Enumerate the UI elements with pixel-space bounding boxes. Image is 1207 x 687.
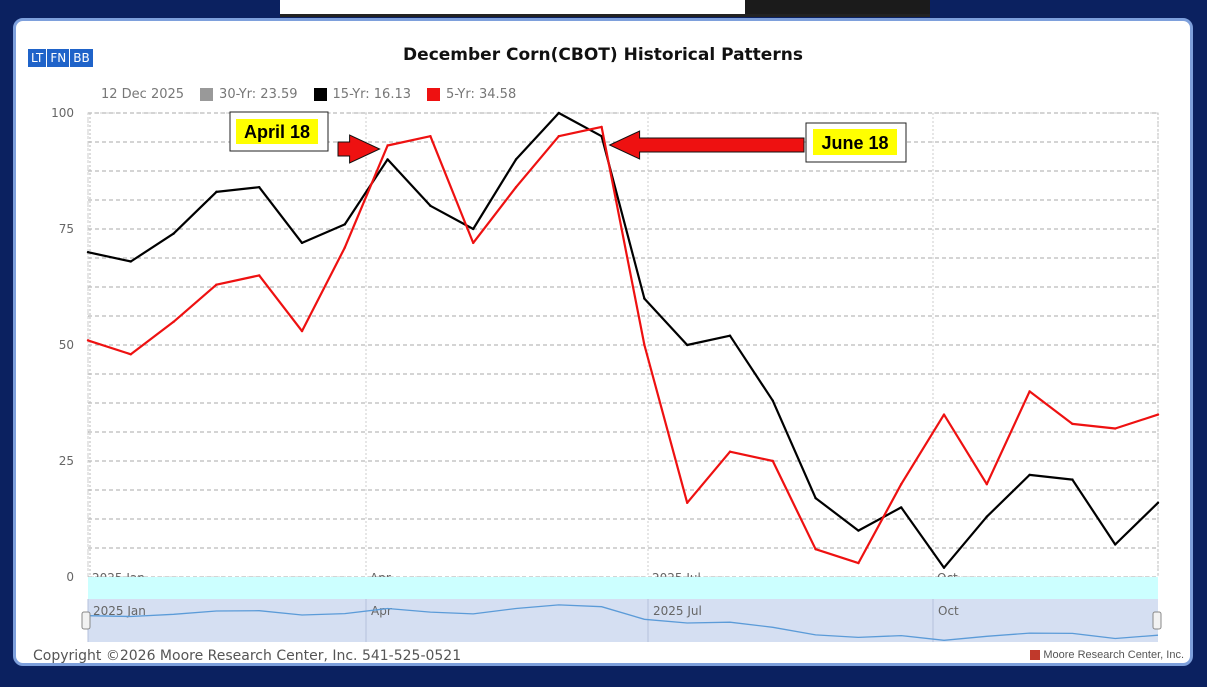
legend-label-5yr: 5-Yr: 34.58	[446, 87, 517, 102]
data-point	[129, 260, 132, 263]
data-point	[1114, 427, 1117, 430]
lt-button[interactable]: LT	[28, 49, 47, 67]
data-point	[942, 413, 946, 416]
data-point	[172, 232, 175, 235]
legend-item-30yr[interactable]: 30-Yr: 23.59	[200, 87, 298, 102]
y-tick-label: 75	[59, 222, 74, 236]
data-point	[429, 135, 432, 138]
chart-title: December Corn(CBOT) Historical Patterns	[403, 45, 803, 65]
data-point	[86, 251, 90, 254]
fn-button[interactable]: FN	[47, 49, 70, 67]
callout-june-arrow-icon	[608, 130, 805, 160]
data-point	[728, 450, 732, 453]
data-point	[814, 547, 817, 551]
data-point	[343, 246, 346, 249]
data-point	[900, 483, 903, 486]
data-point	[386, 144, 389, 147]
navigator-handle-right[interactable]	[1152, 611, 1162, 630]
top-strip-dark	[745, 0, 930, 14]
brand-logo-icon	[1030, 650, 1041, 660]
data-point	[900, 506, 903, 509]
legend-swatch-15yr	[313, 88, 327, 101]
data-point	[215, 283, 218, 286]
series-line-15-yr	[87, 111, 1159, 569]
data-point	[172, 320, 175, 323]
data-point	[643, 343, 646, 347]
data-point	[258, 186, 261, 189]
data-point	[1156, 501, 1160, 504]
navigator-handle-left[interactable]	[81, 611, 91, 630]
data-point	[985, 515, 988, 518]
data-point	[472, 227, 475, 231]
data-point	[429, 204, 432, 207]
copyright: Copyright ©2026 Moore Research Center, I…	[33, 648, 462, 664]
callout-april-highlight	[236, 119, 318, 144]
data-point	[1071, 478, 1074, 481]
data-point	[600, 125, 603, 129]
bb-button[interactable]: BB	[70, 49, 93, 67]
chart-panel: LT FN BB December Corn(CBOT) Historical …	[13, 18, 1193, 666]
legend-date: 12 Dec 2025	[101, 87, 185, 102]
legend: 12 Dec 2025 30-Yr: 23.59 15-Yr: 16.13 5-…	[101, 87, 516, 102]
navigator-label: 2025 Jan	[93, 604, 146, 618]
data-point	[514, 186, 518, 189]
data-point	[643, 297, 646, 300]
y-tick-label: 0	[66, 570, 74, 584]
data-point	[300, 241, 304, 245]
data-point	[857, 561, 860, 565]
callout-april-label: April 18	[244, 122, 310, 142]
navigator-series-line	[87, 604, 1159, 641]
y-tick-label: 50	[59, 338, 74, 352]
data-point	[86, 339, 90, 342]
data-point	[300, 329, 304, 333]
data-point	[472, 241, 475, 245]
legend-item-5yr[interactable]: 5-Yr: 34.58	[427, 87, 516, 102]
data-point	[771, 399, 774, 402]
brand-label: Moore Research Center, Inc.	[1043, 649, 1184, 661]
data-point	[857, 529, 860, 532]
callout-june-highlight	[813, 129, 897, 155]
data-point	[557, 111, 560, 115]
data-point	[686, 501, 689, 504]
chart-buttons: LT FN BB	[28, 49, 93, 67]
brand[interactable]: Moore Research Center, Inc.	[1030, 649, 1184, 661]
data-point	[1028, 390, 1031, 393]
data-point	[1156, 413, 1160, 416]
data-point	[942, 566, 946, 569]
data-point	[215, 190, 218, 194]
legend-label-15yr: 15-Yr: 16.13	[332, 87, 412, 102]
legend-swatch-30yr	[200, 88, 214, 101]
data-point	[728, 334, 732, 337]
y-tick-label: 100	[51, 106, 74, 120]
data-point	[1028, 473, 1031, 477]
navigator-label: Oct	[938, 604, 959, 618]
data-point	[1071, 422, 1074, 426]
data-point	[258, 274, 261, 277]
data-point	[514, 158, 518, 161]
navigator-label: 2025 Jul	[653, 604, 702, 618]
navigator-window[interactable]	[88, 599, 1158, 642]
data-point	[343, 223, 346, 226]
navigator-band	[88, 577, 1158, 599]
legend-item-15yr[interactable]: 15-Yr: 16.13	[313, 87, 412, 102]
top-strip	[280, 0, 930, 17]
data-point	[386, 158, 389, 161]
series-line-5-yr	[87, 125, 1159, 565]
callout-june-label: June 18	[821, 133, 888, 153]
data-point	[129, 353, 132, 356]
navigator-label: Apr	[371, 604, 392, 618]
data-point	[686, 343, 689, 347]
callout-april-arrow-icon	[337, 134, 381, 164]
data-point	[985, 483, 988, 486]
data-point	[814, 496, 817, 500]
legend-label-30yr: 30-Yr: 23.59	[219, 87, 298, 102]
data-point	[771, 459, 774, 463]
legend-swatch-5yr	[427, 88, 441, 101]
data-point	[1114, 543, 1117, 546]
data-point	[557, 135, 560, 138]
y-tick-label: 25	[59, 454, 74, 468]
